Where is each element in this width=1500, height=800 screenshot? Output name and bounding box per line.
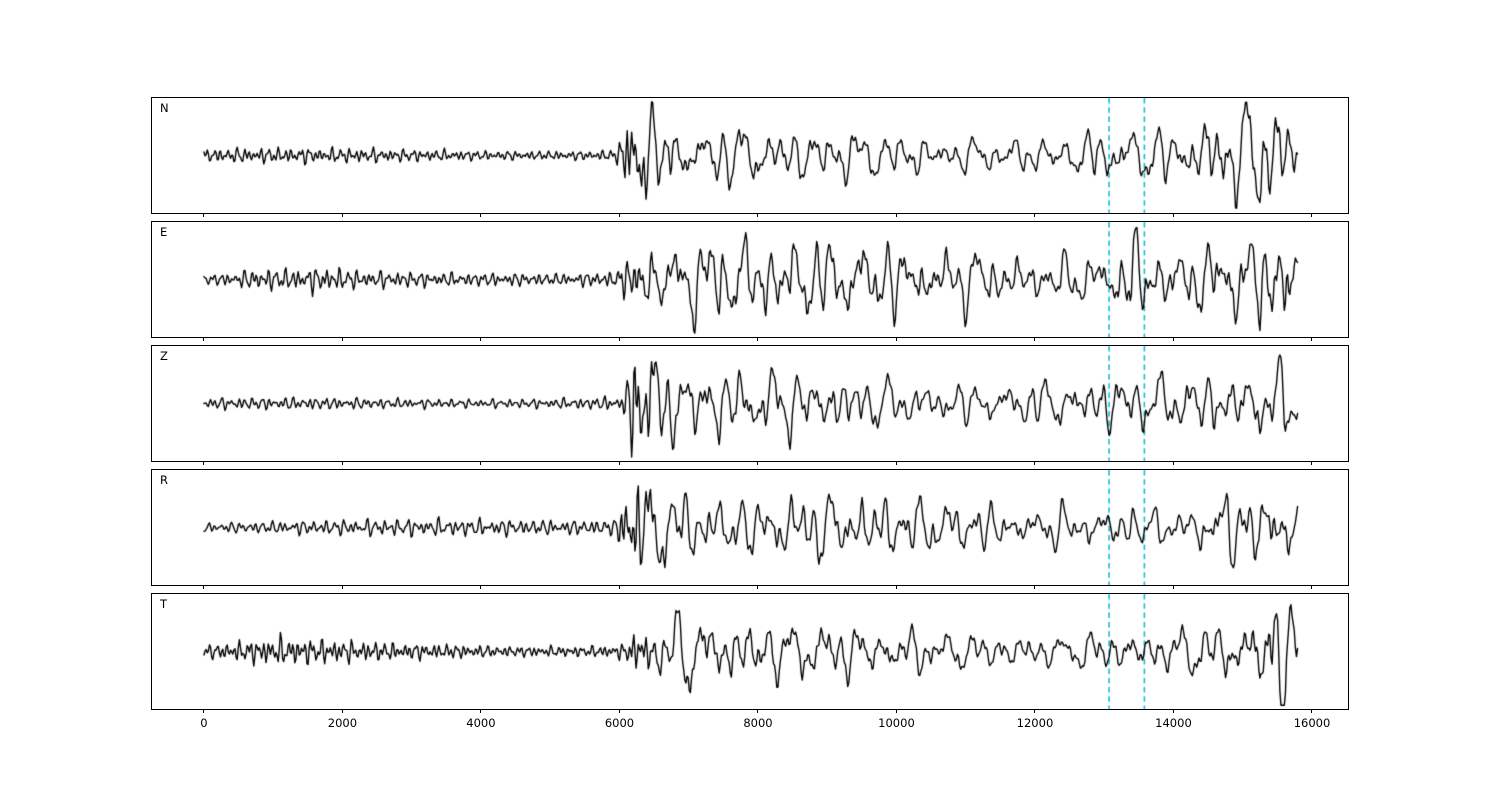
x-tick-mark [1172,337,1174,341]
x-tick-mark [1172,585,1174,589]
x-tick-mark [895,709,897,713]
waveform-trace-Z [152,346,1348,461]
x-tick-mark [757,337,759,341]
x-tick-mark [1172,709,1174,713]
x-tick-mark [757,213,759,217]
panel-label-R: R [160,473,168,487]
panel-N: N [151,97,1349,217]
x-tick-label: 10000 [878,716,915,730]
x-tick-mark [1311,337,1313,341]
x-tick-mark [203,461,205,465]
x-tick-mark [480,461,482,465]
panel-E: E [151,221,1349,341]
x-tick-mark [1034,337,1036,341]
panel-T: T [151,593,1349,713]
waveform-trace-E [152,222,1348,337]
x-tick-mark [341,709,343,713]
waveform-trace-R [152,470,1348,585]
panel-label-N: N [160,101,169,115]
x-tick-label: 2000 [327,716,358,730]
x-tick-label: 8000 [743,716,773,730]
x-tick-label: 12000 [1016,716,1054,730]
x-tick-mark [480,213,482,217]
waveform-trace-T [152,594,1348,709]
x-tick-mark [1172,461,1174,465]
x-tick-label: 4000 [466,716,496,730]
x-tick-mark [895,461,897,465]
x-tick-mark [203,337,205,341]
x-tick-label: 16000 [1293,716,1331,730]
x-tick-mark [341,337,343,341]
x-tick-mark [618,585,620,589]
waveform-trace-N [152,98,1348,213]
x-tick-mark [1034,461,1036,465]
x-tick-mark [618,213,620,217]
x-tick-mark [203,585,205,589]
panel-label-T: T [160,597,168,611]
x-tick-mark [480,709,482,713]
x-tick-mark [895,213,897,217]
x-tick-mark [1034,709,1036,713]
x-tick-mark [618,461,620,465]
x-tick-mark [341,585,343,589]
panel-label-Z: Z [160,349,168,363]
x-tick-mark [1034,213,1036,217]
x-tick-label: 14000 [1155,716,1192,730]
x-tick-mark [757,709,759,713]
x-tick-mark [757,585,759,589]
x-tick-mark [1034,585,1036,589]
panel-Z: Z [151,345,1349,465]
panel-R: R [151,469,1349,589]
x-tick-mark [618,709,620,713]
x-tick-mark [480,337,482,341]
x-tick-label: 6000 [604,716,635,730]
x-tick-mark [1311,585,1313,589]
x-tick-mark [480,585,482,589]
x-tick-mark [618,337,620,341]
x-tick-mark [341,213,343,217]
x-tick-mark [895,337,897,341]
x-tick-mark [341,461,343,465]
x-tick-label: 0 [200,716,208,730]
panel-label-E: E [160,225,168,239]
x-tick-mark [203,709,205,713]
x-tick-mark [895,585,897,589]
x-tick-mark [1172,213,1174,217]
x-tick-mark [1311,213,1313,217]
x-tick-mark [1311,709,1313,713]
x-tick-mark [1311,461,1313,465]
x-tick-mark [757,461,759,465]
x-tick-mark [203,213,205,217]
